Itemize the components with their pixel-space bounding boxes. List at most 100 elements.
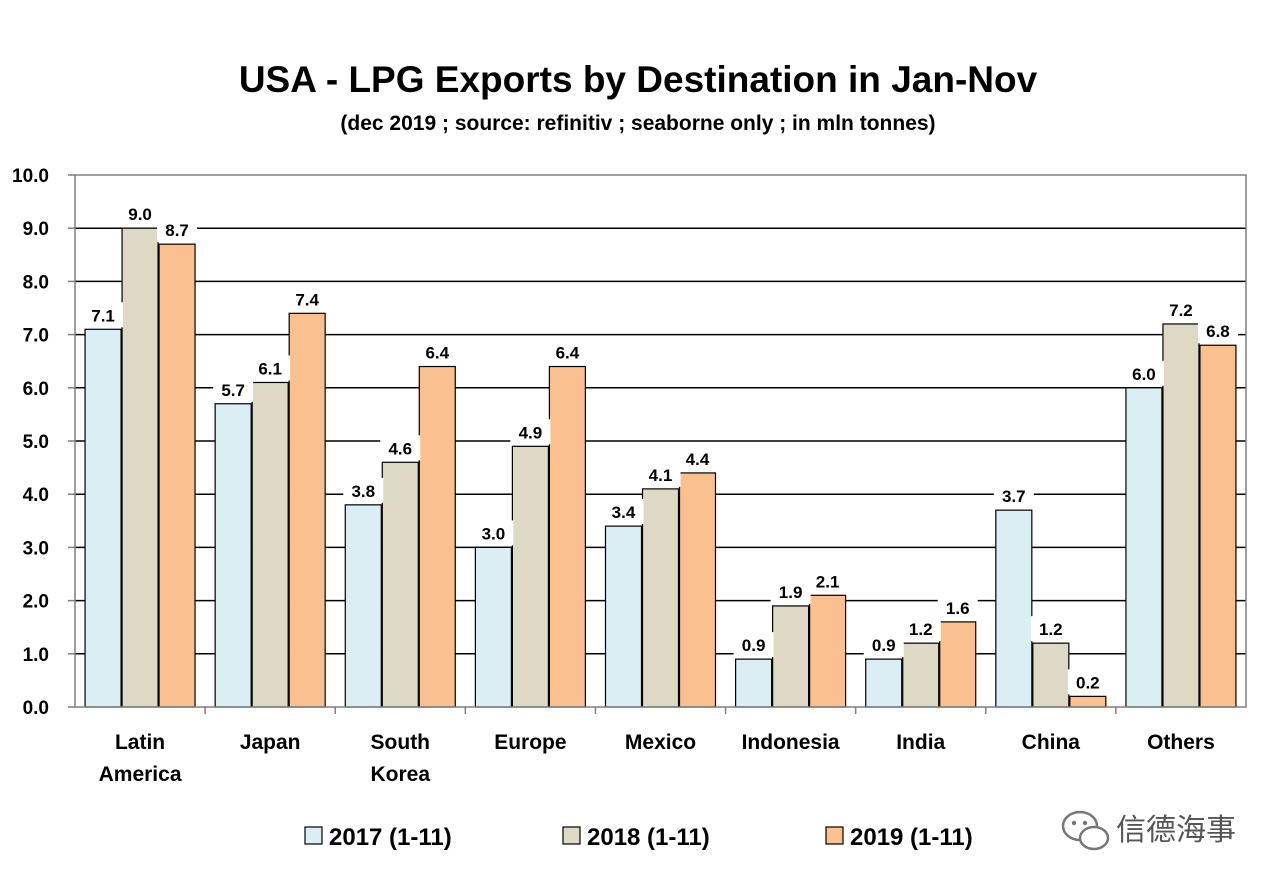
data-label-bg	[770, 578, 811, 604]
bar	[809, 594, 847, 708]
data-label-bg	[733, 632, 774, 658]
data-label-bg	[863, 632, 904, 658]
data-label-bg	[993, 483, 1034, 509]
y-tick-label: 8.0	[23, 272, 49, 293]
data-label: 6.4	[425, 344, 449, 363]
bar	[288, 312, 326, 708]
data-label-bg	[380, 435, 421, 461]
data-label-bg	[1197, 318, 1238, 344]
bar	[121, 227, 159, 708]
data-label: 3.7	[1002, 487, 1026, 506]
data-label: 1.6	[946, 599, 970, 618]
bar	[214, 403, 252, 708]
data-label: 2.1	[816, 572, 840, 591]
y-tick-label: 7.0	[23, 326, 49, 347]
y-tick-label: 9.0	[23, 219, 49, 240]
bar	[939, 621, 977, 708]
data-label-bg	[1067, 669, 1108, 695]
data-label-bg	[1123, 360, 1164, 386]
bar	[1162, 323, 1200, 708]
data-label-bg	[1160, 296, 1201, 322]
legend-swatch	[825, 826, 844, 845]
data-label: 4.1	[649, 466, 673, 485]
legend-swatch	[304, 826, 323, 845]
data-label-bg	[213, 376, 254, 402]
x-category-label: Europe	[494, 731, 566, 754]
bar	[474, 546, 512, 708]
data-label: 0.9	[872, 636, 896, 655]
data-label: 6.8	[1206, 322, 1230, 341]
y-tick-label: 4.0	[23, 485, 49, 506]
watermark: 信德海事	[1061, 810, 1236, 851]
y-axis: 0.0 1.0 2.0 3.0 4.0 5.0 6.0 7.0 8.0 9.0 10.0	[12, 166, 75, 719]
bar	[344, 504, 382, 708]
data-label-bg	[677, 445, 718, 471]
data-label-bg	[547, 339, 588, 365]
bar	[1199, 344, 1237, 708]
y-tick-label: 5.0	[23, 432, 49, 453]
data-label-bg	[157, 217, 198, 243]
data-label: 5.7	[221, 381, 245, 400]
data-label-bg	[250, 355, 291, 381]
bar	[772, 605, 810, 708]
data-label: 7.1	[91, 306, 115, 325]
chart-subtitle: (dec 2019 ; source: refinitiv ; seaborne…	[340, 112, 935, 135]
bar	[865, 658, 903, 708]
data-label: 0.2	[1076, 673, 1100, 692]
bar	[604, 525, 643, 708]
data-label: 7.4	[295, 290, 319, 309]
bar	[641, 488, 680, 708]
data-label-bg	[640, 461, 681, 487]
legend: 2017 (1-11) 2018 (1-11) 2019 (1-11)	[304, 824, 973, 851]
data-label: 3.0	[482, 524, 506, 543]
data-label: 1.9	[779, 583, 803, 602]
y-tick-label: 0.0	[23, 698, 49, 719]
y-tick-label: 3.0	[23, 538, 49, 559]
data-label: 4.9	[519, 423, 543, 442]
data-label: 9.0	[128, 205, 152, 224]
x-category-label: Indonesia	[742, 731, 840, 754]
data-label-bg	[343, 477, 384, 503]
data-label-bg	[603, 499, 644, 525]
bar	[84, 328, 122, 708]
bar	[678, 472, 717, 708]
data-labels: 7.1 9.0 8.7 5.7 6.1 7.4 3.8 4.6 6.4 3.0 4.9 6.4 3.4 4…	[83, 201, 1238, 695]
x-axis: Latin America Japan South Korea Europe Mexico I…	[99, 707, 1215, 786]
x-category-label: South	[371, 731, 430, 754]
data-label: 4.4	[686, 450, 710, 469]
legend-label: 2018 (1-11)	[587, 824, 710, 851]
data-label-bg	[287, 286, 328, 312]
x-category-label: India	[896, 731, 945, 754]
bar	[1032, 642, 1070, 708]
data-label-bg	[900, 616, 941, 642]
bar	[995, 509, 1033, 708]
x-category-label: America	[99, 763, 182, 786]
data-label-bg	[83, 302, 124, 328]
data-label: 3.4	[612, 503, 636, 522]
data-label-bg	[807, 568, 848, 594]
x-category-label: China	[1022, 731, 1081, 754]
data-label-bg	[120, 201, 161, 227]
watermark-text: 信德海事	[1116, 814, 1236, 847]
data-label: 4.6	[388, 439, 412, 458]
x-category-label: Others	[1147, 731, 1215, 754]
data-label: 1.2	[909, 620, 933, 639]
bar	[548, 365, 586, 708]
data-label: 6.4	[556, 344, 580, 363]
bar	[902, 642, 940, 708]
chart-title: USA - LPG Exports by Destination in Jan-…	[239, 59, 1038, 100]
bar	[1125, 387, 1163, 708]
data-label-bg	[417, 339, 458, 365]
x-category-label: Latin	[115, 731, 165, 754]
data-label: 0.9	[742, 636, 766, 655]
data-label-bg	[937, 594, 978, 620]
x-category-label: Japan	[240, 731, 301, 754]
data-label: 6.1	[258, 359, 282, 378]
data-label-bg	[1030, 616, 1071, 642]
wechat-icon	[1061, 810, 1110, 851]
legend-label: 2017 (1-11)	[329, 824, 452, 851]
y-tick-label: 1.0	[23, 645, 49, 666]
y-tick-label: 10.0	[12, 166, 49, 187]
